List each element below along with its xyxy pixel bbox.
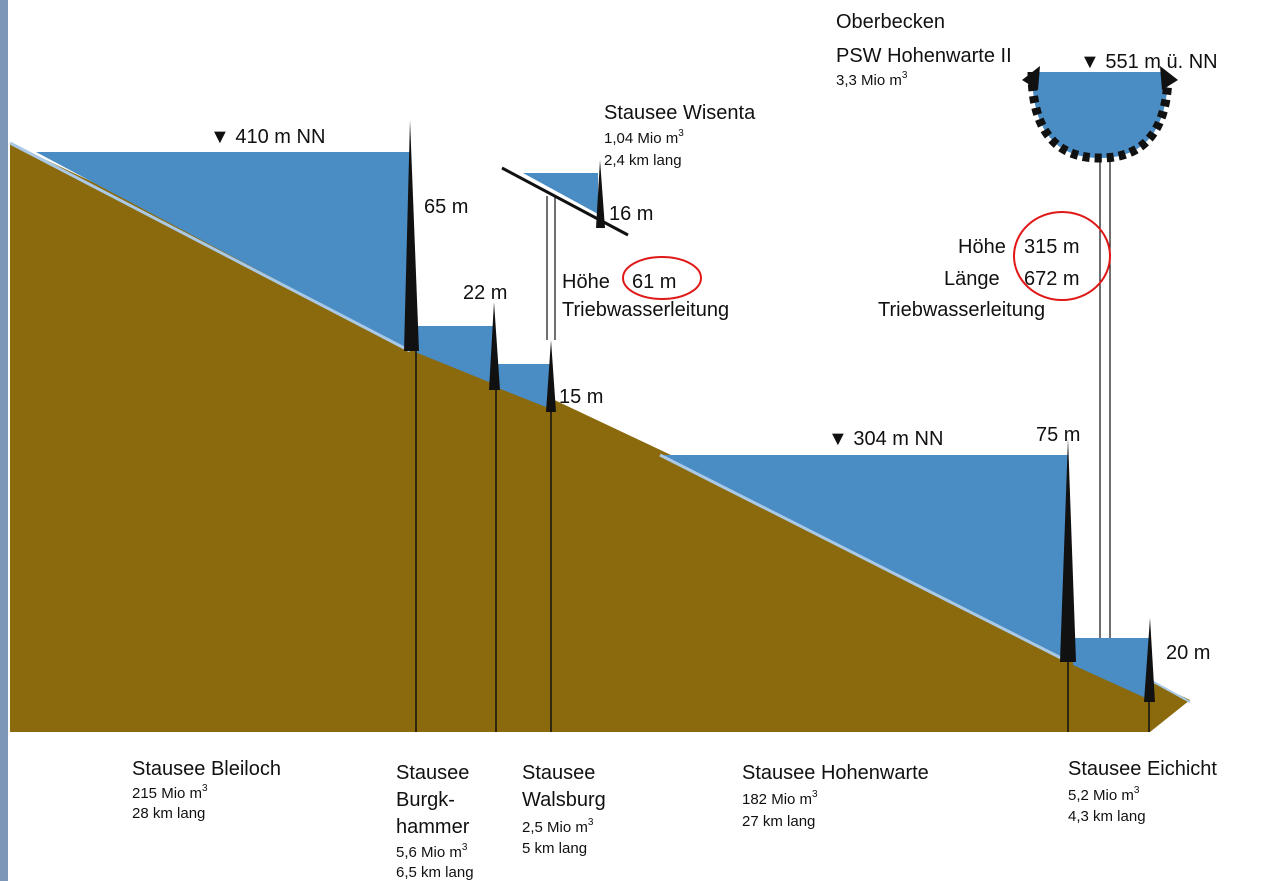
bleiloch-shore — [9, 141, 411, 353]
oberbecken-rim-right-cap — [1160, 66, 1178, 90]
hohenwarte-length: 27 km lang — [742, 813, 815, 830]
hohenwarte-shore — [659, 453, 1066, 662]
eichicht-height-label: 20 m — [1166, 642, 1210, 664]
oberbecken-level-label: ▼ 551 m ü. NN — [1080, 51, 1218, 73]
wisenta-volume: 1,04 Mio m3 — [604, 128, 684, 147]
burgkhammer-height-label: 22 m — [463, 282, 507, 304]
oberbecken-name2: PSW Hohenwarte II — [836, 45, 1012, 67]
bleiloch-volume: 215 Mio m3 — [132, 783, 208, 802]
wisenta-height-highlight — [622, 256, 702, 300]
hohenwarte-dam — [1060, 438, 1076, 662]
oberbecken-basin — [1032, 72, 1168, 158]
bleiloch-height-label: 65 m — [424, 196, 468, 218]
walsburg-water — [498, 364, 551, 409]
walsburg-length: 5 km lang — [522, 840, 587, 857]
eichicht-volume: 5,2 Mio m3 — [1068, 785, 1140, 804]
bleiloch-name: Stausee Bleiloch — [132, 758, 281, 780]
eichicht-shore — [1149, 679, 1191, 703]
eichicht-dam — [1144, 618, 1155, 702]
oberbecken-name: Oberbecken — [836, 11, 945, 33]
burgkhammer-name-2: Burgk- — [396, 789, 455, 811]
burgkhammer-name-3: hammer — [396, 816, 470, 838]
oberbecken-rim — [1027, 71, 1173, 163]
oberbecken-rim-left-cap — [1022, 66, 1040, 90]
walsburg-height-label: 15 m — [559, 386, 603, 408]
hohenwarte-height-label: 75 m — [1036, 424, 1080, 446]
walsburg-name-1: Stausee — [522, 762, 595, 784]
burgkhammer-length: 6,5 km lang — [396, 864, 474, 881]
bleiloch-level-label: ▼ 410 m NN — [210, 126, 325, 148]
oberbecken-values-highlight — [1013, 211, 1111, 301]
walsburg-dam — [546, 340, 556, 412]
burgkhammer-water — [415, 326, 494, 384]
oberbecken-pipe-length-value: 672 m — [1024, 268, 1080, 290]
burgkhammer-volume: 5,6 Mio m3 — [396, 842, 468, 861]
wisenta-pipe-height-value: 61 m — [632, 271, 676, 293]
wisenta-name: Stausee Wisenta — [604, 102, 756, 124]
wisenta-pipe-height-label: Höhe — [562, 271, 610, 293]
wisenta-pipe-name: Triebwasserleitung — [562, 299, 729, 321]
eichicht-name: Stausee Eichicht — [1068, 758, 1217, 780]
wisenta-dam — [596, 160, 605, 228]
bleiloch-dam — [404, 120, 419, 351]
oberbecken-pipe-height-label: Höhe — [958, 236, 1006, 258]
burgkhammer-dam — [489, 302, 500, 390]
hohenwarte-level-label: ▼ 304 m NN — [828, 428, 943, 450]
wisenta-height-label: 16 m — [609, 203, 653, 225]
oberbecken-pipe-length-label: Länge — [944, 268, 1000, 290]
walsburg-volume: 2,5 Mio m3 — [522, 817, 594, 836]
oberbecken-pipe-name: Triebwasserleitung — [878, 299, 1045, 321]
wisenta-water — [523, 173, 598, 214]
hohenwarte-name: Stausee Hohenwarte — [742, 762, 929, 784]
oberbecken-volume: 3,3 Mio m3 — [836, 70, 908, 89]
wisenta-length: 2,4 km lang — [604, 152, 682, 169]
eichicht-length: 4,3 km lang — [1068, 808, 1146, 825]
eichicht-water — [1073, 638, 1150, 700]
wisenta-bed — [501, 166, 629, 237]
burgkhammer-name-1: Stausee — [396, 762, 469, 784]
walsburg-name-2: Walsburg — [522, 789, 606, 811]
left-edge-bar — [0, 0, 8, 881]
hohenwarte-volume: 182 Mio m3 — [742, 789, 818, 808]
oberbecken-pipe-height-value: 315 m — [1024, 236, 1080, 258]
bleiloch-length: 28 km lang — [132, 805, 205, 822]
